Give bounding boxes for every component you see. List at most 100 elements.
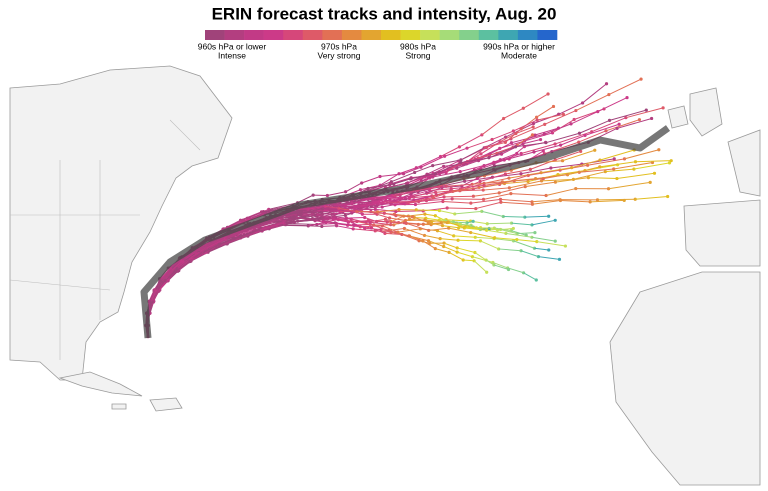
hispaniola — [149, 397, 183, 412]
track-segment — [171, 259, 183, 271]
track-segment — [335, 222, 355, 226]
track-point — [456, 238, 460, 242]
track-segment — [268, 202, 298, 210]
track-segment — [492, 261, 508, 269]
track-segment — [472, 181, 503, 185]
track-segment — [325, 221, 348, 226]
track-point — [337, 206, 341, 210]
track-segment — [175, 261, 191, 272]
track-segment — [376, 213, 390, 219]
track-segment — [531, 219, 556, 226]
track-point — [352, 223, 356, 227]
track-segment — [225, 229, 248, 240]
track-point — [493, 236, 497, 240]
track-segment — [211, 235, 229, 245]
track-segment — [510, 193, 547, 197]
track-segment — [473, 192, 500, 197]
track-segment — [354, 224, 372, 229]
track-segment — [573, 171, 606, 180]
track-segment — [485, 141, 506, 149]
track-point — [547, 248, 551, 252]
legend-swatch — [400, 30, 421, 40]
iberia — [683, 199, 761, 267]
track-point — [561, 112, 566, 117]
track-segment — [567, 166, 600, 176]
track-segment — [494, 237, 517, 241]
track-segment — [356, 221, 374, 226]
track-segment — [479, 173, 506, 183]
track-segment — [571, 159, 601, 169]
track-segment — [520, 167, 551, 175]
track-segment — [206, 238, 226, 249]
track-segment — [429, 188, 452, 191]
track-segment — [560, 134, 586, 146]
track-segment — [409, 235, 424, 242]
track-point — [551, 104, 556, 109]
track-segment — [446, 183, 473, 187]
track-segment — [439, 210, 455, 215]
track-point — [381, 200, 385, 204]
track-point — [457, 226, 461, 230]
track-segment — [460, 147, 485, 161]
track-segment — [616, 117, 652, 129]
track-point — [534, 278, 538, 282]
track-segment — [545, 132, 580, 144]
track-segment — [550, 163, 582, 169]
track-segment — [459, 134, 483, 148]
track-segment — [453, 235, 476, 238]
track-segment — [513, 240, 535, 249]
track-point — [669, 159, 673, 163]
legend-pressure: 960s hPa or lower — [198, 41, 267, 51]
track-segment — [498, 248, 522, 252]
track-segment — [261, 221, 284, 229]
track-segment — [487, 222, 512, 225]
track-segment — [227, 235, 249, 245]
track-segment — [389, 217, 406, 221]
track-segment — [453, 221, 468, 224]
track-segment — [537, 113, 564, 121]
track-point — [383, 217, 388, 221]
track-segment — [575, 94, 610, 111]
track-segment — [260, 222, 285, 231]
track-point — [644, 108, 648, 112]
track-segment — [385, 197, 410, 202]
track-segment — [531, 199, 561, 203]
legend-swatch — [205, 30, 225, 40]
track-segment — [368, 219, 388, 223]
track-segment — [508, 172, 542, 179]
track-segment — [394, 189, 418, 198]
legend-swatch — [381, 30, 401, 40]
track-segment — [511, 230, 527, 236]
track-segment — [426, 165, 444, 175]
track-segment — [534, 247, 549, 251]
track-segment — [523, 272, 537, 281]
track-point — [375, 212, 379, 216]
track-segment — [426, 198, 453, 202]
track-segment — [404, 227, 425, 236]
track-segment — [503, 107, 524, 119]
track-segment — [502, 178, 536, 183]
track-point — [546, 92, 550, 96]
track-segment — [361, 175, 381, 184]
track-segment — [156, 280, 166, 292]
legend-swatch — [537, 30, 558, 40]
track-segment — [524, 215, 549, 218]
track-segment — [635, 196, 668, 200]
track-segment — [533, 144, 561, 153]
track-segment — [562, 149, 595, 162]
track-segment — [531, 236, 556, 242]
track-segment — [370, 195, 393, 199]
track-segment — [435, 162, 461, 175]
track-segment — [555, 177, 589, 183]
track-segment — [428, 222, 443, 227]
track-segment — [404, 200, 427, 205]
track-segment — [240, 211, 262, 221]
track-segment — [457, 247, 476, 253]
legend-intensity: Very strong — [318, 50, 361, 60]
track-segment — [499, 186, 526, 194]
track-segment — [149, 301, 154, 314]
track-point — [499, 200, 503, 204]
track-segment — [442, 200, 471, 204]
track-segment — [243, 211, 264, 221]
